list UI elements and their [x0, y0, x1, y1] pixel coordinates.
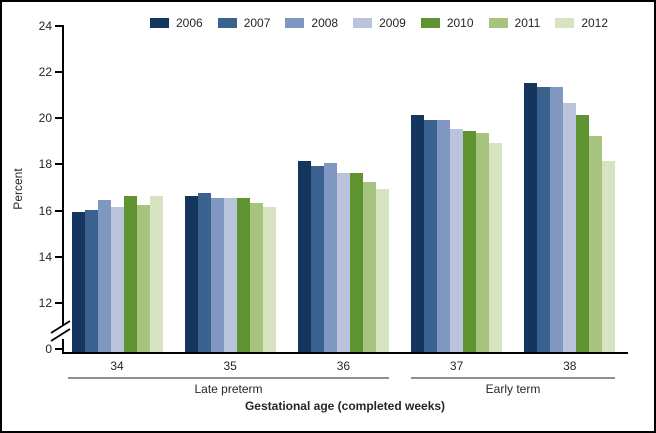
- bar-35wk-2010: [236, 197, 250, 352]
- x-axis-line: [62, 352, 628, 354]
- x-tick-label-34: 34: [110, 359, 124, 373]
- early-term-bracket: [411, 377, 615, 379]
- y-tick-12: [55, 301, 62, 304]
- y-tick-label-22: 22: [38, 65, 52, 80]
- late-preterm-bracket: [68, 377, 389, 379]
- bar-36wk-2012: [375, 188, 389, 352]
- legend-swatch-2008: [285, 18, 305, 28]
- bar-37wk-2008: [437, 119, 451, 352]
- legend-entry: 2011: [488, 16, 541, 30]
- x-tick-label-37: 37: [449, 359, 464, 373]
- legend-year-label: 2007: [243, 16, 271, 30]
- legend-swatch-2010: [420, 18, 440, 28]
- y-tick-label-18: 18: [38, 157, 52, 172]
- bar-34wk-2009: [110, 207, 124, 352]
- bar-35wk-2011: [249, 202, 263, 352]
- legend-entry: 2009: [353, 16, 406, 30]
- x-tick-label-35: 35: [223, 359, 237, 373]
- y-tick-label-0: 0: [45, 342, 52, 356]
- legend-entry: 2012: [555, 16, 608, 30]
- bar-34wk-2010: [123, 195, 137, 352]
- bar-35wk-2008: [210, 197, 224, 352]
- bar-36wk-2007: [310, 165, 324, 352]
- bar-36wk-2010: [349, 172, 363, 352]
- bar-38wk-2006: [524, 82, 538, 352]
- legend-entry: 2007: [217, 16, 271, 30]
- bar-38wk-2011: [589, 135, 603, 352]
- legend-swatch-2011: [488, 18, 508, 28]
- x-tick-label-38: 38: [563, 359, 577, 373]
- y-tick-20: [55, 117, 62, 120]
- y-tick-label-16: 16: [38, 203, 52, 218]
- early-term-label: Early term: [485, 382, 541, 396]
- legend-year-label: 2010: [446, 16, 474, 30]
- legend-entry: 2008: [285, 16, 338, 30]
- y-tick-14: [55, 255, 62, 258]
- y-tick-18: [55, 163, 62, 166]
- bar-35wk-2009: [223, 197, 237, 352]
- bar-37wk-2012: [489, 142, 503, 352]
- bar-37wk-2006: [411, 114, 425, 352]
- legend-year-label: 2008: [311, 16, 339, 30]
- bar-35wk-2007: [197, 193, 211, 352]
- bar-37wk-2007: [424, 119, 438, 352]
- legend-entry: 2010: [420, 16, 474, 30]
- y-tick-label-24: 24: [38, 18, 52, 33]
- legend-swatch-2007: [217, 18, 237, 28]
- x-axis-title: Gestational age (completed weeks): [244, 399, 446, 413]
- bar-34wk-2008: [97, 200, 111, 352]
- bar-36wk-2009: [336, 172, 350, 352]
- bar-34wk-2011: [136, 204, 150, 352]
- legend-swatch-2012: [555, 18, 575, 28]
- bar-36wk-2011: [362, 181, 376, 352]
- legend-year-label: 2009: [379, 16, 406, 30]
- bar-38wk-2008: [550, 87, 564, 352]
- x-tick-label-36: 36: [336, 359, 351, 373]
- bar-35wk-2012: [262, 207, 276, 352]
- legend-year-label: 2012: [581, 16, 609, 30]
- y-axis-line: [62, 25, 64, 354]
- bar-38wk-2009: [563, 103, 577, 352]
- legend-year-label: 2006: [176, 16, 203, 30]
- bar-34wk-2012: [149, 195, 163, 352]
- y-tick-16: [55, 209, 62, 212]
- bar-38wk-2012: [602, 161, 616, 352]
- legend-swatch-2009: [353, 18, 373, 28]
- bar-37wk-2010: [463, 131, 477, 352]
- legend: 2006 2007 2008 2009 2010 2011 2012: [150, 16, 608, 30]
- y-tick-label-14: 14: [38, 249, 52, 264]
- y-tick-label-20: 20: [38, 111, 52, 126]
- bar-37wk-2009: [450, 128, 464, 352]
- bar-37wk-2011: [476, 133, 490, 352]
- y-tick-0: [55, 348, 62, 350]
- bar-36wk-2006: [297, 161, 311, 352]
- y-tick-22: [55, 71, 62, 74]
- y-tick-label-12: 12: [38, 295, 52, 310]
- bar-38wk-2007: [537, 87, 551, 352]
- bar-34wk-2006: [71, 211, 85, 352]
- legend-entry: 2006: [150, 16, 203, 30]
- bar-35wk-2006: [184, 195, 198, 352]
- bar-36wk-2008: [323, 163, 337, 352]
- bar-34wk-2007: [84, 209, 98, 352]
- y-tick-24: [55, 24, 62, 27]
- legend-swatch-2006: [150, 18, 169, 28]
- late-preterm-label: Late preterm: [194, 382, 263, 396]
- bar-38wk-2010: [576, 114, 590, 352]
- legend-year-label: 2011: [514, 16, 541, 30]
